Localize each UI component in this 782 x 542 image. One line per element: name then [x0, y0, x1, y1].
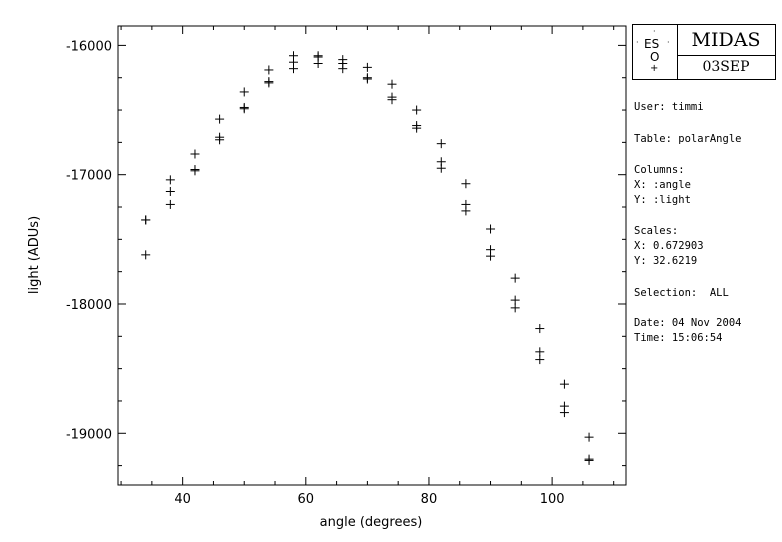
data-point [559, 379, 569, 389]
y-tick-label: -18000 [66, 298, 112, 313]
data-point [412, 123, 422, 133]
data-point [288, 64, 298, 74]
data-point [165, 199, 175, 209]
data-point [510, 303, 520, 313]
data-point [215, 135, 225, 145]
eso-letters: ES [644, 37, 660, 51]
data-point [461, 179, 471, 189]
data-point [338, 64, 348, 74]
midas-version: 03SEP [702, 59, 750, 75]
axis-tick-labels: 40 60 80 100 -16000 -17000 -18000 -19000 [66, 39, 565, 507]
eso-o: O [650, 50, 660, 64]
data-point [264, 78, 274, 88]
y-tick-label: -17000 [66, 169, 112, 184]
midas-title: MIDAS [677, 25, 775, 56]
info-columns-title: Columns: [634, 164, 685, 176]
data-point [584, 432, 594, 442]
data-point [436, 163, 446, 173]
info-date: Date: 04 Nov 2004 [634, 317, 742, 329]
data-point [313, 58, 323, 68]
info-columns-y: Y: :light [634, 194, 691, 206]
y-axis-label: light (ADUs) [27, 216, 42, 294]
data-points [141, 51, 594, 465]
eso-logo: · · ES · O + [633, 25, 678, 79]
info-table: Table: polarAngle [634, 133, 742, 145]
data-point [264, 65, 274, 75]
eso-dot-top: · [653, 27, 656, 36]
data-point [535, 355, 545, 365]
data-point [486, 251, 496, 261]
data-point [215, 114, 225, 124]
data-point [190, 149, 200, 159]
info-time: Time: 15:06:54 [634, 332, 723, 344]
data-point [165, 186, 175, 196]
data-point [486, 224, 496, 234]
data-point [510, 273, 520, 283]
x-tick-label: 60 [298, 492, 315, 507]
data-point [535, 347, 545, 357]
data-point [141, 250, 151, 260]
data-point [190, 166, 200, 176]
data-point [362, 74, 372, 84]
eso-star-icon: + [650, 63, 659, 74]
data-point [559, 408, 569, 418]
plot-frame [117, 25, 627, 486]
info-selection: Selection: ALL [634, 287, 729, 299]
info-scales-x: X: 0.672903 [634, 240, 704, 252]
data-point [535, 324, 545, 334]
data-point [412, 105, 422, 115]
info-user: User: timmi [634, 101, 704, 113]
eso-dot-right: · [667, 38, 670, 47]
y-tick-label: -16000 [66, 39, 112, 54]
x-axis-label: angle (degrees) [320, 515, 423, 530]
x-tick-label: 80 [421, 492, 438, 507]
data-point [461, 206, 471, 216]
y-tick-label: -19000 [66, 427, 112, 442]
axis-ticks [118, 26, 626, 485]
scatter-plot: 40 60 80 100 -16000 -17000 -18000 -19000 angle … [27, 25, 627, 530]
info-scales-title: Scales: [634, 225, 679, 237]
data-point [362, 62, 372, 72]
data-point [387, 79, 397, 89]
eso-dot-left: · [636, 38, 639, 47]
data-point [239, 87, 249, 97]
x-tick-label: 40 [174, 492, 191, 507]
info-scales-y: Y: 32.6219 [634, 255, 698, 267]
midas-logo-box: · · ES · O + MIDAS 03SEP [632, 24, 776, 80]
data-point [510, 295, 520, 305]
info-columns-x: X: :angle [634, 179, 691, 191]
data-point [436, 139, 446, 149]
data-point [239, 104, 249, 114]
data-point [141, 215, 151, 225]
data-point [387, 95, 397, 105]
data-point [584, 455, 594, 465]
x-tick-label: 100 [540, 492, 565, 507]
data-point [165, 175, 175, 185]
